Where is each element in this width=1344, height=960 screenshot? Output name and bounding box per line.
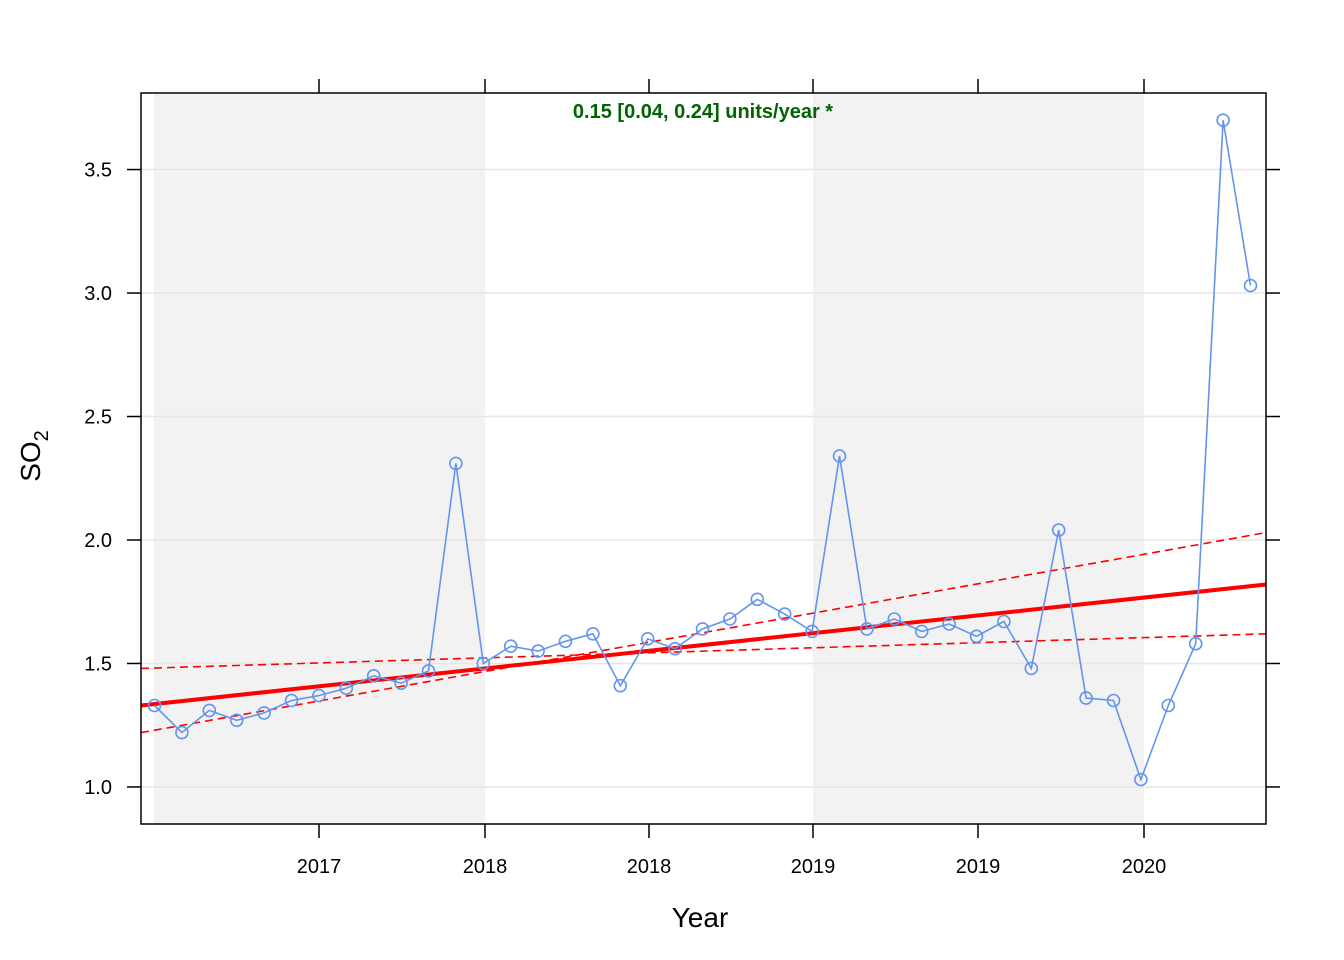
data-point	[586, 626, 600, 641]
data-point	[832, 449, 847, 463]
shaded-bands	[154, 93, 1144, 824]
data-point	[175, 725, 189, 740]
trend-lower-ci-line	[140, 633, 1267, 670]
data-point	[887, 612, 902, 626]
y-tick-label: 2.0	[84, 530, 112, 552]
y-axis-label-subscript: 2	[31, 430, 53, 441]
data-point	[668, 641, 682, 656]
x-tick-label: 2018	[627, 856, 672, 878]
data-point	[613, 678, 628, 693]
data-point	[997, 614, 1011, 629]
series-line	[153, 120, 1252, 782]
data-point	[860, 622, 874, 636]
data-point	[914, 624, 929, 639]
data-point	[284, 693, 299, 708]
data-point	[202, 703, 217, 718]
data-point	[1161, 698, 1176, 713]
data-point	[339, 681, 354, 696]
data-point	[366, 668, 381, 683]
plot-frame	[140, 92, 1267, 825]
data-point	[1188, 636, 1203, 651]
data-point	[558, 634, 573, 649]
y-tick-label: 2.5	[84, 407, 112, 429]
data-point	[640, 631, 655, 646]
y-tick-label: 1.0	[84, 777, 112, 799]
data-point	[969, 629, 984, 644]
data-series	[147, 113, 1258, 787]
data-point	[476, 656, 491, 671]
y-axis-label-main: SO	[15, 441, 46, 481]
data-point	[805, 624, 819, 639]
y-tick-label: 1.5	[84, 653, 112, 675]
data-point	[695, 622, 710, 636]
x-tick-label: 2017	[297, 856, 342, 878]
data-point	[1079, 691, 1093, 705]
data-point	[1216, 113, 1230, 127]
trend-line	[140, 582, 1267, 708]
data-point	[1106, 693, 1121, 708]
data-point	[229, 713, 244, 728]
data-point	[503, 639, 518, 654]
x-tick-label: 2018	[463, 856, 508, 878]
y-tick-label: 3.0	[84, 283, 112, 305]
trend-lines	[140, 531, 1267, 734]
data-point	[147, 698, 162, 713]
data-point	[1243, 278, 1258, 293]
y-tick-label: 3.5	[84, 160, 112, 182]
data-point	[750, 592, 765, 607]
data-point	[421, 664, 436, 678]
grid-lines	[141, 168, 1266, 788]
axis-ticks: 2017 2018 2018 2019 2019 2020 1.0 1.5 2.0 2.5 3.0 3…	[84, 79, 1280, 878]
data-point	[257, 706, 271, 720]
data-point	[1024, 661, 1039, 676]
y-axis-label: SO2	[15, 430, 53, 482]
shaded-band	[813, 93, 1144, 824]
data-point	[531, 644, 545, 658]
data-point	[1051, 523, 1066, 537]
x-tick-label: 2019	[791, 856, 836, 878]
data-point	[312, 688, 326, 703]
data-point	[394, 676, 408, 691]
x-tick-label: 2019	[956, 856, 1001, 878]
x-axis-label: Year	[672, 902, 729, 933]
trend-annotation: 0.15 [0.04, 0.24] units/year *	[573, 101, 833, 123]
data-point	[777, 607, 792, 621]
data-point	[1134, 772, 1148, 787]
data-point	[723, 612, 737, 626]
x-tick-label: 2020	[1122, 856, 1167, 878]
data-point	[942, 617, 956, 631]
trend-upper-ci-line	[140, 531, 1267, 734]
data-point	[449, 456, 463, 471]
